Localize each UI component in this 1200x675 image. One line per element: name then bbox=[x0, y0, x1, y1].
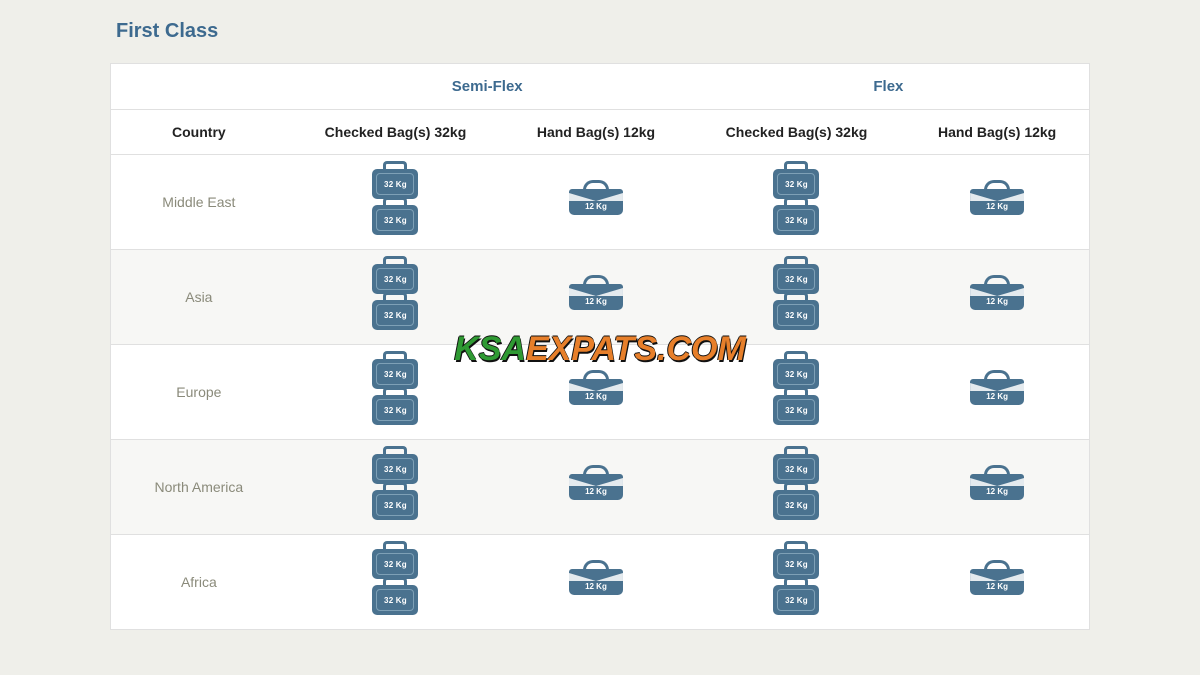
col-country: Country bbox=[111, 110, 287, 155]
suitcase-icon: 32 Kg bbox=[372, 300, 418, 330]
cell-semiflex-hand: 12 Kg bbox=[504, 155, 688, 250]
cell-flex-hand: 12 Kg bbox=[905, 535, 1089, 630]
country-cell: Europe bbox=[111, 345, 287, 440]
suitcase-icon: 32 Kg bbox=[372, 490, 418, 520]
col-hand: Hand Bag(s) 12kg bbox=[504, 110, 688, 155]
suitcase-icon: 32 Kg bbox=[773, 205, 819, 235]
suitcase-icon: 32 Kg bbox=[773, 454, 819, 484]
cell-flex-checked: 32 Kg 32 Kg bbox=[688, 535, 905, 630]
column-header-row: Country Checked Bag(s) 32kg Hand Bag(s) … bbox=[111, 110, 1090, 155]
suitcase-icon: 32 Kg bbox=[773, 169, 819, 199]
handbag-icon: 12 Kg bbox=[569, 284, 623, 310]
cell-flex-hand: 12 Kg bbox=[905, 440, 1089, 535]
handbag-icon: 12 Kg bbox=[569, 569, 623, 595]
handbag-icon: 12 Kg bbox=[970, 474, 1024, 500]
table-row: Asia 32 Kg 32 Kg 12 Kg 32 Kg 32 Kg 12 Kg bbox=[111, 250, 1090, 345]
table-row: Africa 32 Kg 32 Kg 12 Kg 32 Kg 32 Kg 12 Kg bbox=[111, 535, 1090, 630]
cell-semiflex-checked: 32 Kg 32 Kg bbox=[287, 440, 504, 535]
cell-semiflex-hand: 12 Kg bbox=[504, 440, 688, 535]
handbag-icon: 12 Kg bbox=[970, 284, 1024, 310]
cell-flex-hand: 12 Kg bbox=[905, 250, 1089, 345]
suitcase-icon: 32 Kg bbox=[773, 300, 819, 330]
suitcase-icon: 32 Kg bbox=[773, 264, 819, 294]
col-checked: Checked Bag(s) 32kg bbox=[688, 110, 905, 155]
cell-semiflex-checked: 32 Kg 32 Kg bbox=[287, 250, 504, 345]
country-cell: Africa bbox=[111, 535, 287, 630]
fare-group-row: Semi-Flex Flex bbox=[111, 64, 1090, 110]
cell-flex-checked: 32 Kg 32 Kg bbox=[688, 250, 905, 345]
cell-semiflex-hand: 12 Kg bbox=[504, 535, 688, 630]
table-row: Europe 32 Kg 32 Kg 12 Kg 32 Kg 32 Kg 12 Kg bbox=[111, 345, 1090, 440]
table-row: North America 32 Kg32 Kg 12 Kg 32 Kg32 K… bbox=[111, 440, 1090, 535]
country-cell: Middle East bbox=[111, 155, 287, 250]
country-cell: North America bbox=[111, 440, 287, 535]
cell-semiflex-checked: 32 Kg 32 Kg bbox=[287, 535, 504, 630]
country-cell: Asia bbox=[111, 250, 287, 345]
handbag-icon: 12 Kg bbox=[569, 474, 623, 500]
cell-flex-hand: 12 Kg bbox=[905, 345, 1089, 440]
handbag-icon: 12 Kg bbox=[569, 379, 623, 405]
suitcase-icon: 32 Kg bbox=[773, 359, 819, 389]
handbag-icon: 12 Kg bbox=[970, 569, 1024, 595]
page-title: First Class bbox=[116, 20, 1090, 43]
suitcase-icon: 32 Kg bbox=[773, 490, 819, 520]
baggage-table: Semi-Flex Flex Country Checked Bag(s) 32… bbox=[110, 63, 1090, 630]
suitcase-icon: 32 Kg bbox=[372, 359, 418, 389]
suitcase-icon: 32 Kg bbox=[773, 549, 819, 579]
cell-flex-checked: 32 Kg 32 Kg bbox=[688, 155, 905, 250]
suitcase-icon: 32 Kg bbox=[372, 169, 418, 199]
table-row: Middle East 32 Kg32 Kg 12 Kg 32 Kg32 Kg … bbox=[111, 155, 1090, 250]
cell-semiflex-hand: 12 Kg bbox=[504, 250, 688, 345]
suitcase-icon: 32 Kg bbox=[773, 585, 819, 615]
handbag-icon: 12 Kg bbox=[970, 189, 1024, 215]
cell-flex-checked: 32 Kg 32 Kg bbox=[688, 440, 905, 535]
col-checked: Checked Bag(s) 32kg bbox=[287, 110, 504, 155]
col-hand: Hand Bag(s) 12kg bbox=[905, 110, 1089, 155]
suitcase-icon: 32 Kg bbox=[372, 585, 418, 615]
cell-semiflex-hand: 12 Kg bbox=[504, 345, 688, 440]
handbag-icon: 12 Kg bbox=[569, 189, 623, 215]
cell-flex-checked: 32 Kg 32 Kg bbox=[688, 345, 905, 440]
cell-semiflex-checked: 32 Kg 32 Kg bbox=[287, 155, 504, 250]
suitcase-icon: 32 Kg bbox=[372, 395, 418, 425]
cell-semiflex-checked: 32 Kg 32 Kg bbox=[287, 345, 504, 440]
suitcase-icon: 32 Kg bbox=[372, 454, 418, 484]
cell-flex-hand: 12 Kg bbox=[905, 155, 1089, 250]
suitcase-icon: 32 Kg bbox=[372, 205, 418, 235]
suitcase-icon: 32 Kg bbox=[773, 395, 819, 425]
handbag-icon: 12 Kg bbox=[970, 379, 1024, 405]
suitcase-icon: 32 Kg bbox=[372, 264, 418, 294]
suitcase-icon: 32 Kg bbox=[372, 549, 418, 579]
